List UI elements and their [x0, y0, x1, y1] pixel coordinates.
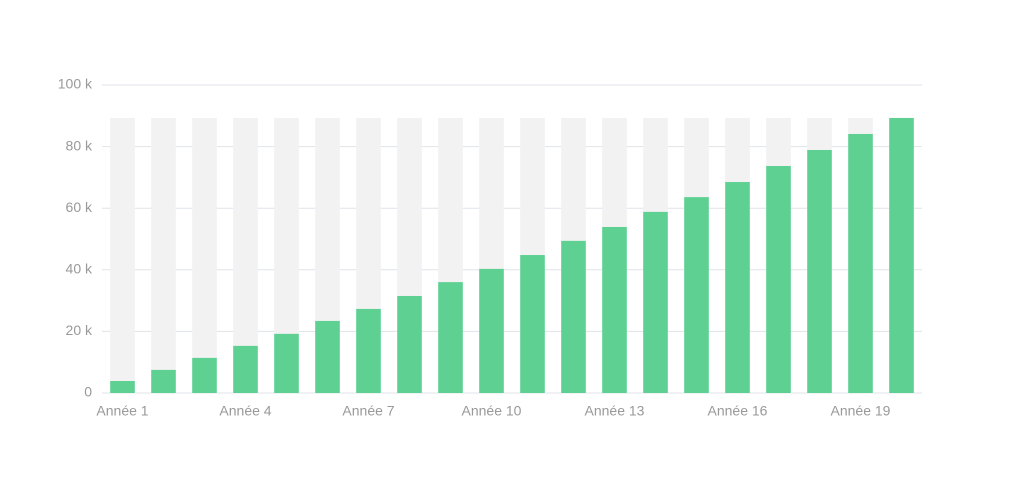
bar-track [192, 117, 217, 394]
bar [356, 308, 381, 393]
y-tick-label: 20 k [66, 322, 93, 338]
bar [725, 182, 750, 393]
y-tick-label: 100 k [58, 76, 93, 92]
bar [274, 333, 299, 393]
y-tick-label: 40 k [66, 261, 93, 277]
x-tick-label: Année 4 [219, 403, 271, 419]
x-tick-label: Année 1 [96, 403, 148, 419]
y-tick-label: 80 k [66, 137, 93, 153]
bar [315, 320, 340, 393]
bar [192, 357, 217, 393]
bar [684, 197, 709, 393]
x-tick-label: Année 7 [342, 403, 394, 419]
y-tick-label: 0 [84, 384, 92, 400]
bar [889, 117, 914, 394]
bar [438, 282, 463, 393]
x-tick-label: Année 13 [585, 403, 645, 419]
bar [643, 211, 668, 393]
bar [479, 268, 504, 393]
bar [151, 369, 176, 393]
bar [397, 295, 422, 393]
x-tick-label: Année 16 [708, 403, 768, 419]
bar [561, 240, 586, 393]
x-tick-label: Année 19 [831, 403, 891, 419]
bar [110, 380, 135, 393]
y-tick-label: 60 k [66, 199, 93, 215]
bar [766, 166, 791, 393]
bar-track [110, 117, 135, 394]
bar [807, 149, 832, 393]
bar [233, 345, 258, 393]
bar-track [151, 117, 176, 394]
bar [848, 133, 873, 394]
bar [602, 226, 627, 393]
bar [520, 255, 545, 393]
x-tick-label: Année 10 [462, 403, 522, 419]
